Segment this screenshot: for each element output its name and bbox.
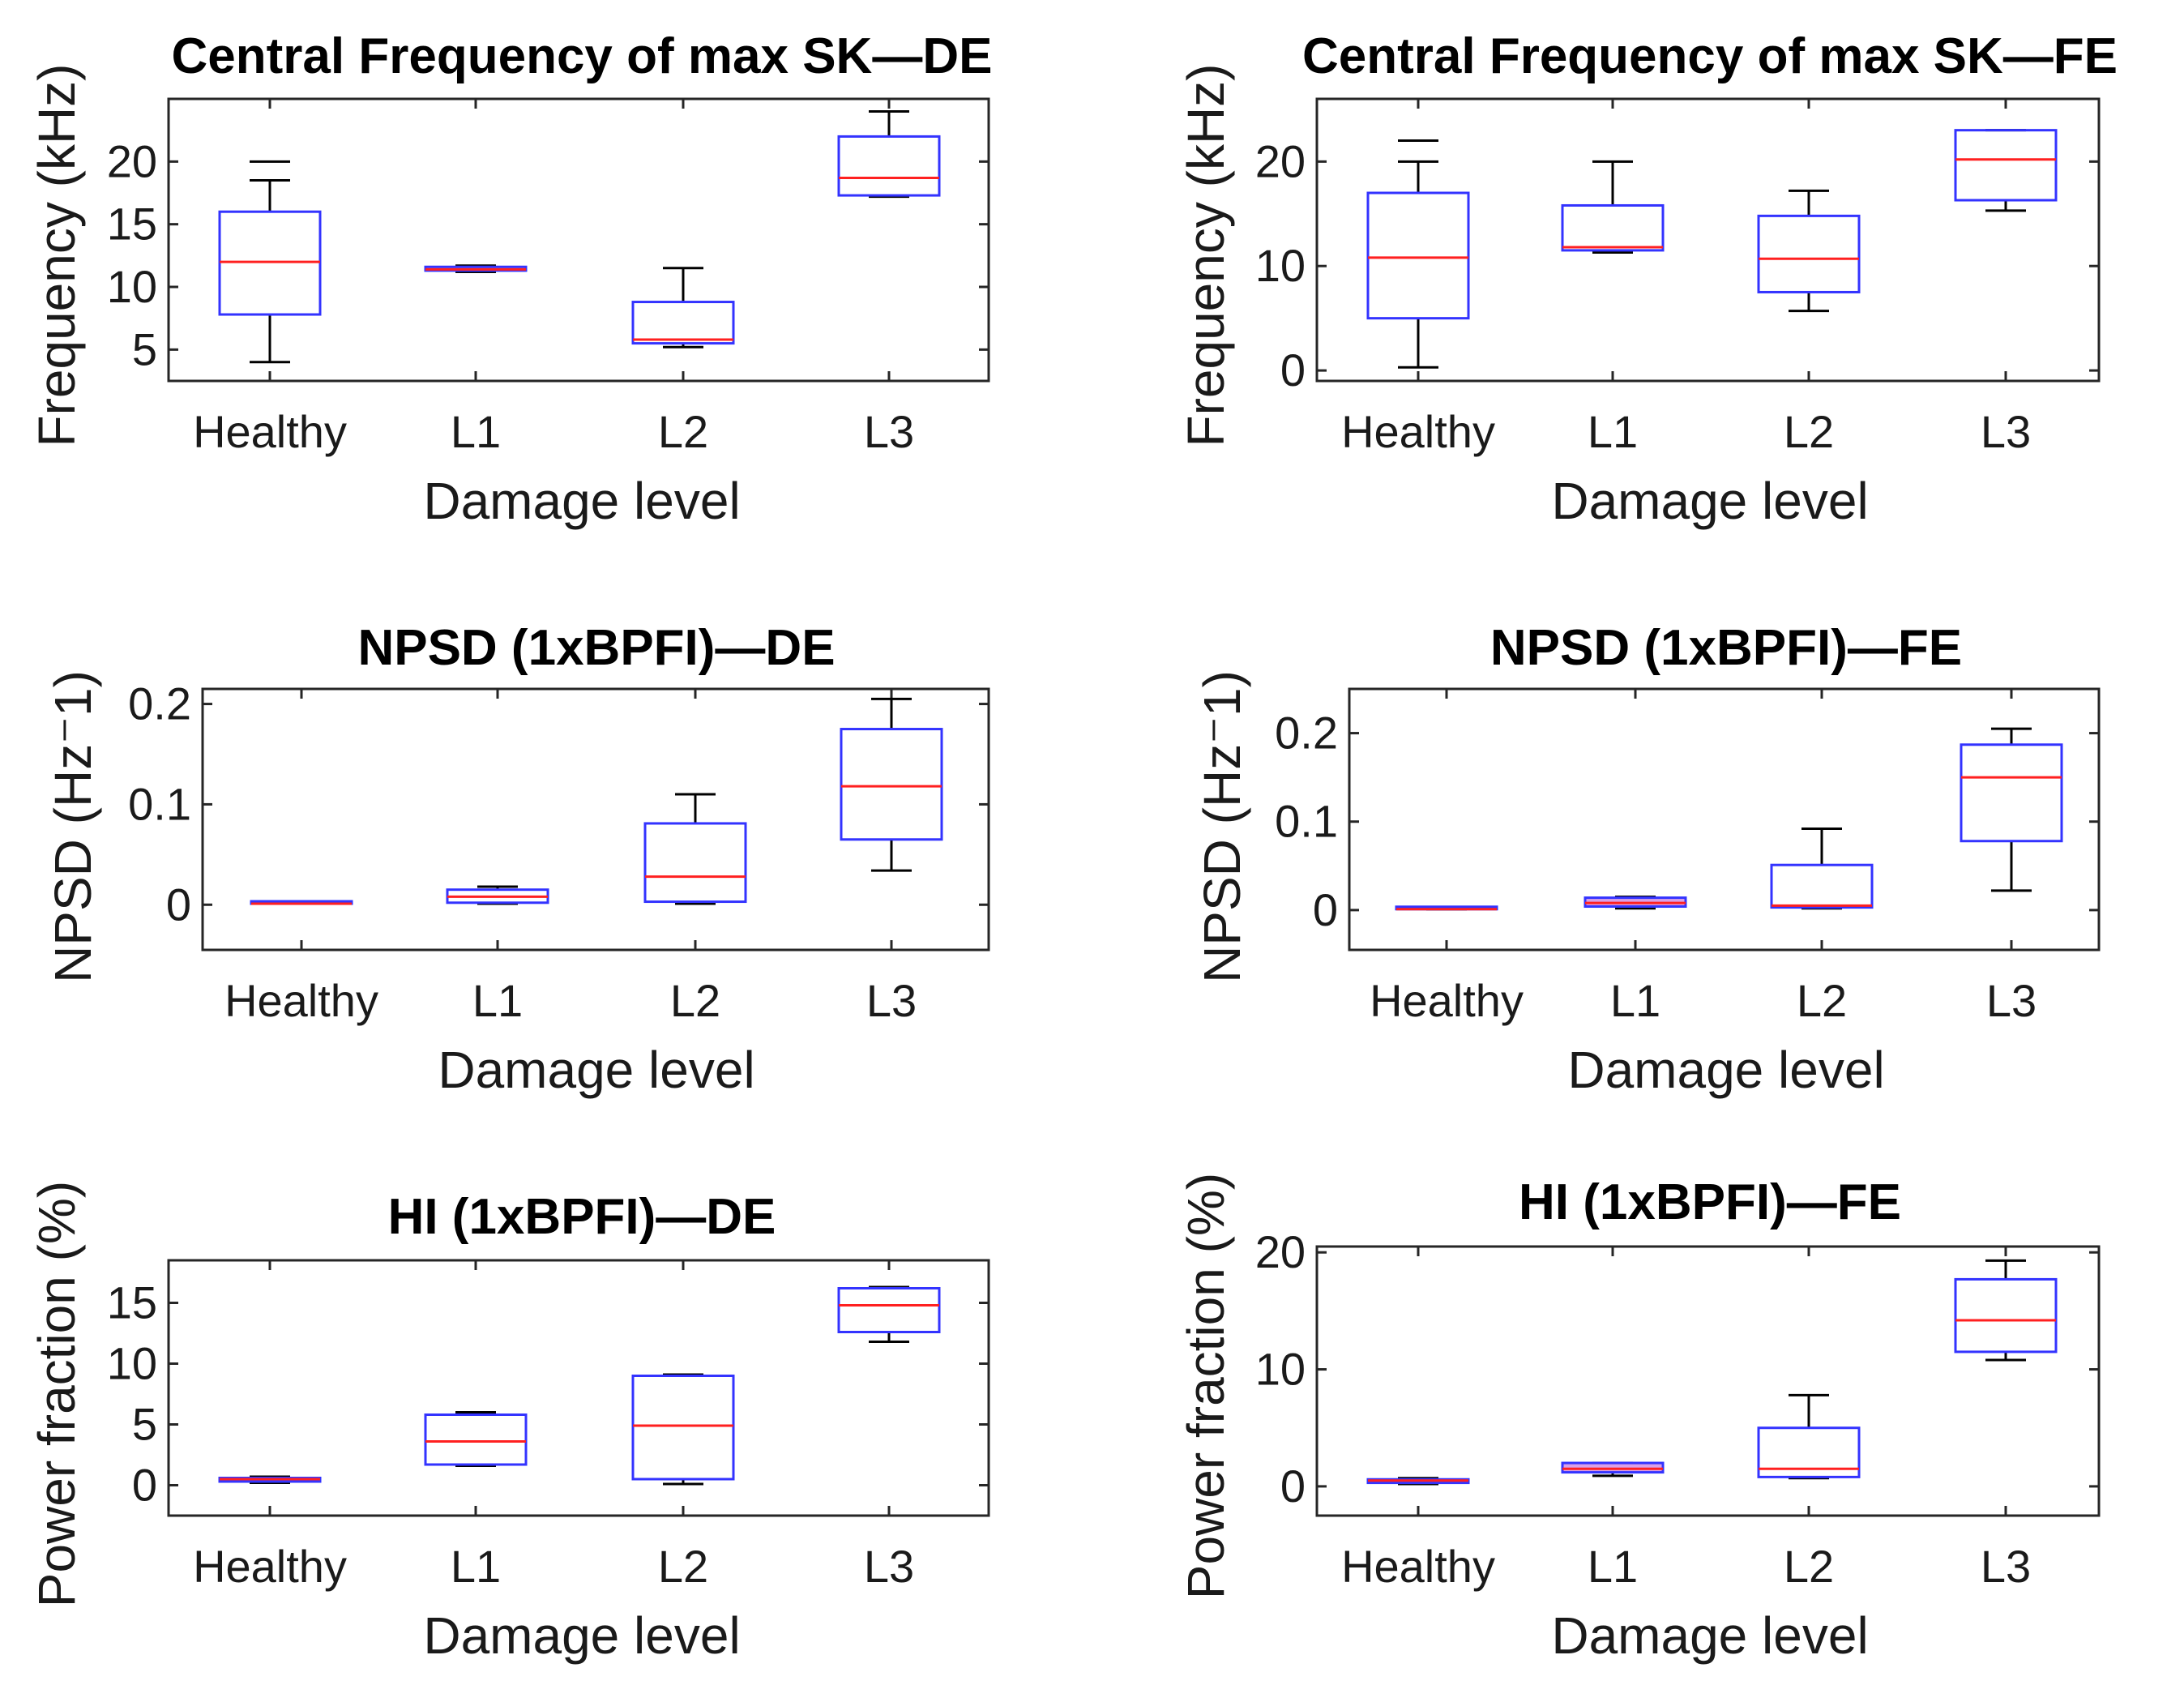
box-body [424, 1413, 528, 1466]
box-body [631, 301, 735, 345]
x-tick-label: L3 [864, 406, 914, 457]
chart-title: NPSD (1xBPFI)—DE [357, 620, 835, 676]
panel-npsd-fe: NPSD (1xBPFI)—FE NPSD (Hz⁻1) Damage leve… [1193, 620, 2101, 1099]
plot-area [201, 687, 990, 952]
x-tick-label: L1 [1588, 1541, 1638, 1592]
y-tick-label: 0 [1280, 1460, 1306, 1512]
x-axis-label: Damage level [423, 1606, 740, 1665]
x-tick-label: L2 [1784, 406, 1834, 457]
box-body [840, 728, 943, 841]
x-tick-label: L1 [1588, 406, 1638, 457]
y-tick-label: 0 [132, 1460, 157, 1511]
x-axis-label: Damage level [1567, 1041, 1884, 1099]
y-axis-label: Power fraction (%) [28, 1181, 86, 1607]
x-tick-label: L2 [658, 1541, 708, 1592]
box-body [1366, 191, 1470, 320]
x-axis-label: Damage level [438, 1041, 754, 1099]
box-body [218, 210, 322, 316]
panel-cf-de: Central Frequency of max SK—DE Frequency… [28, 28, 992, 530]
plot-area [1315, 1245, 2101, 1517]
x-tick-label: L2 [1797, 975, 1847, 1026]
x-tick-label: L1 [1610, 975, 1660, 1026]
x-axis-label: Damage level [423, 472, 740, 530]
x-tick-label: Healthy [193, 406, 347, 457]
box-body [837, 1287, 941, 1333]
plot-area [167, 97, 990, 383]
x-tick-label: L2 [670, 975, 720, 1026]
plot-area [1348, 687, 2101, 952]
x-axis-label: Damage level [1551, 1606, 1868, 1665]
box-body [1954, 1277, 2058, 1354]
chart-title: Central Frequency of max SK—DE [172, 28, 993, 84]
y-tick-label: 10 [1255, 240, 1306, 291]
y-tick-label: 0.1 [1275, 796, 1338, 847]
y-tick-label: 15 [107, 1277, 157, 1328]
box-body [1770, 863, 1874, 909]
y-axis-label: NPSD (Hz⁻1) [44, 670, 102, 983]
y-tick-label: 0.2 [128, 678, 191, 729]
y-axis-label: Power fraction (%) [1177, 1173, 1235, 1599]
panel-cf-fe: Central Frequency of max SK—FE Frequency… [1177, 28, 2118, 530]
x-tick-label: L1 [451, 406, 501, 457]
box-body [837, 135, 941, 197]
panel-hi-fe: HI (1xBPFI)—FE Power fraction (%) Damage… [1177, 1173, 2101, 1665]
x-tick-label: L3 [1981, 1541, 2031, 1592]
x-tick-label: Healthy [1341, 1541, 1495, 1592]
box-body [643, 822, 747, 904]
box-body [1757, 214, 1861, 293]
y-tick-label: 20 [1255, 135, 1306, 186]
y-tick-label: 15 [107, 199, 157, 250]
y-tick-label: 20 [1255, 1226, 1306, 1277]
y-tick-label: 10 [1255, 1344, 1306, 1395]
x-tick-label: Healthy [224, 975, 378, 1026]
y-tick-label: 20 [107, 135, 157, 186]
chart-title: Central Frequency of max SK—FE [1302, 28, 2118, 84]
y-tick-label: 10 [107, 261, 157, 312]
box-body [1757, 1426, 1861, 1478]
y-tick-label: 5 [132, 1399, 157, 1450]
y-tick-label: 0.1 [128, 778, 191, 829]
x-tick-label: L2 [1784, 1541, 1834, 1592]
x-tick-label: L3 [1981, 406, 2031, 457]
x-tick-label: L3 [864, 1541, 914, 1592]
y-axis-label: Frequency (kHz) [1177, 64, 1235, 447]
box-body [1561, 203, 1665, 252]
x-tick-label: L3 [866, 975, 917, 1026]
box-body [1954, 129, 2058, 202]
x-tick-label: L3 [1986, 975, 2037, 1026]
x-tick-label: Healthy [1341, 406, 1495, 457]
box-body [1960, 743, 2063, 843]
chart-title: HI (1xBPFI)—FE [1519, 1174, 1901, 1230]
plot-area [167, 1259, 990, 1517]
x-tick-label: Healthy [1370, 975, 1524, 1026]
chart-title: HI (1xBPFI)—DE [388, 1189, 776, 1245]
box-body [631, 1375, 735, 1481]
y-tick-label: 0.2 [1275, 708, 1338, 759]
x-tick-label: Healthy [193, 1541, 347, 1592]
x-tick-label: L1 [472, 975, 523, 1026]
x-tick-label: L2 [658, 406, 708, 457]
panel-npsd-de: NPSD (1xBPFI)—DE NPSD (Hz⁻1) Damage leve… [44, 620, 990, 1099]
y-tick-label: 10 [107, 1338, 157, 1389]
y-tick-label: 0 [166, 879, 191, 930]
plot-area [1315, 97, 2101, 383]
x-tick-label: L1 [451, 1541, 501, 1592]
y-tick-label: 5 [132, 323, 157, 374]
chart-title: NPSD (1xBPFI)—FE [1490, 620, 1962, 676]
y-axis-label: Frequency (kHz) [28, 64, 86, 447]
y-tick-label: 0 [1280, 344, 1306, 396]
y-axis-label: NPSD (Hz⁻1) [1193, 670, 1251, 983]
x-axis-label: Damage level [1551, 472, 1868, 530]
panel-hi-de: HI (1xBPFI)—DE Power fraction (%) Damage… [28, 1181, 990, 1665]
y-tick-label: 0 [1313, 884, 1338, 935]
